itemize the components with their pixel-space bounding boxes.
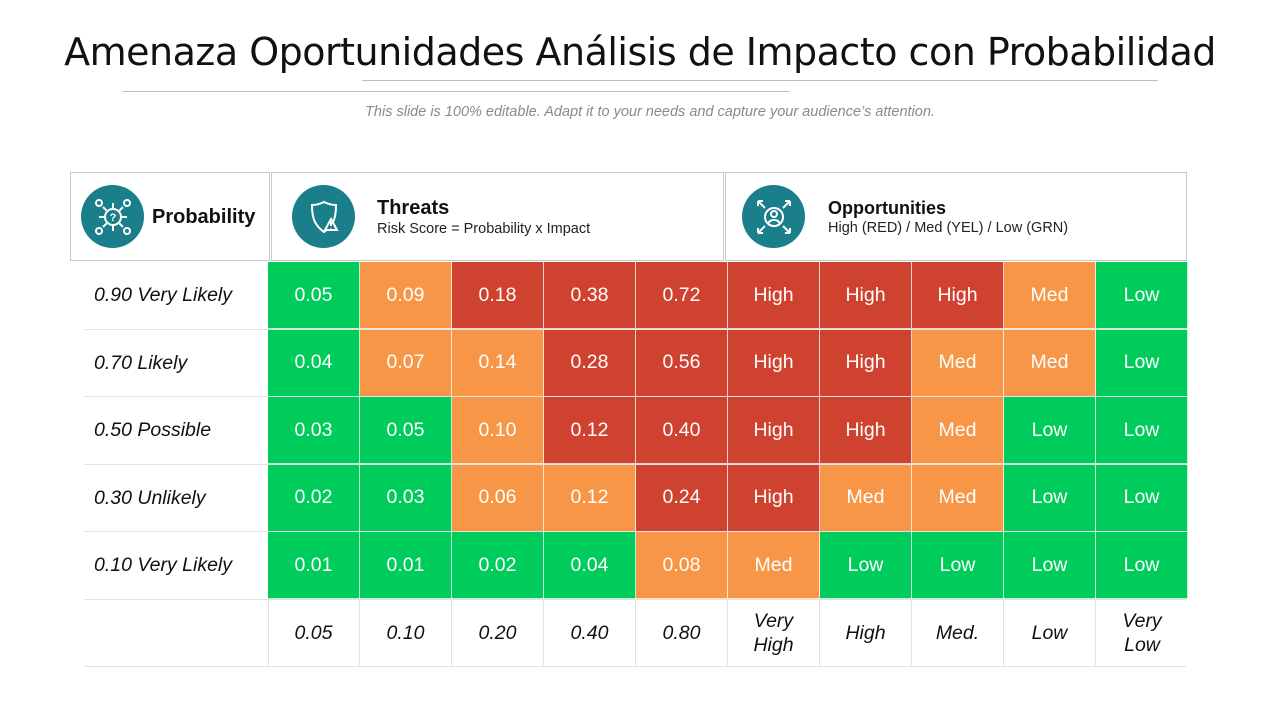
impact-label: Very Low: [1122, 609, 1162, 656]
matrix-cell-orange: Med: [820, 464, 912, 532]
matrix-cell-red: 0.12: [544, 397, 636, 464]
opportunities-header: Opportunities High (RED) / Med (YEL) / L…: [725, 172, 1187, 261]
matrix-cell-green: 0.02: [268, 464, 360, 532]
matrix-row: 0.30 Unlikely 0.02 0.03 0.06 0.12 0.24 High Med…: [84, 464, 1188, 532]
matrix-cell-red: High: [728, 329, 820, 397]
opportunities-header-title: Opportunities: [828, 198, 946, 218]
probability-label: 0.50 Possible: [94, 419, 212, 441]
gear-question-icon: ?: [81, 185, 144, 248]
impact-label: 0.40: [544, 599, 636, 667]
row-divider: [84, 328, 1186, 330]
matrix-row: 0.70 Likely 0.04 0.07 0.14 0.28 0.56 High High M…: [84, 329, 1188, 397]
probability-label: 0.70 Likely: [94, 351, 188, 374]
matrix-cell-orange: 0.14: [452, 329, 544, 397]
page-title: Amenaza Oportunidades Análisis de Impact…: [64, 30, 1216, 74]
impact-label: 0.80: [636, 599, 728, 667]
matrix-cell-red: High: [820, 262, 912, 329]
matrix-cell-orange: Med: [1004, 329, 1096, 397]
matrix-cell-green: Low: [1004, 397, 1096, 464]
matrix-cell-green: Low: [1004, 532, 1096, 599]
matrix-cell-red: 0.38: [544, 262, 636, 329]
svg-text:?: ?: [109, 212, 116, 224]
matrix-row: 0.90 Very Likely 0.05 0.09 0.18 0.38 0.72 High…: [84, 262, 1188, 329]
opportunities-header-subtitle: High (RED) / Med (YEL) / Low (GRN): [828, 220, 1069, 236]
impact-label: Very High: [728, 599, 820, 667]
matrix-cell-green: Low: [1096, 262, 1188, 329]
matrix-cell-orange: 0.08: [636, 532, 728, 599]
matrix-cell-red: High: [820, 397, 912, 464]
matrix-cell-green: 0.05: [268, 262, 360, 329]
matrix-cell-green: 0.02: [452, 532, 544, 599]
matrix-cell-red: 0.24: [636, 464, 728, 532]
matrix-cell-green: 0.05: [360, 397, 452, 464]
matrix-cell-green: Low: [1096, 397, 1188, 464]
impact-row-divider: [268, 599, 269, 667]
matrix-cell-green: Low: [912, 532, 1004, 599]
matrix-cell-orange: Med: [912, 397, 1004, 464]
matrix-cell-red: High: [728, 262, 820, 329]
matrix-cell-red: High: [912, 262, 1004, 329]
title-divider-top: [362, 80, 1158, 81]
matrix-cell-green: Low: [1004, 464, 1096, 532]
threats-header-title: Threats: [377, 197, 450, 219]
impact-label: Med.: [912, 599, 1004, 667]
probability-header: ? Probability: [70, 172, 270, 261]
row-divider: [84, 396, 1186, 397]
matrix-cell-green: 0.04: [544, 532, 636, 599]
matrix-cell-green: Low: [820, 532, 912, 599]
matrix-cell-orange: Med: [912, 464, 1004, 532]
impact-label: 0.20: [452, 599, 544, 667]
matrix-cell-red: 0.18: [452, 262, 544, 329]
matrix-cell-orange: 0.06: [452, 464, 544, 532]
matrix-cell-red: 0.72: [636, 262, 728, 329]
row-divider: [84, 666, 1186, 667]
matrix-cell-green: 0.03: [268, 397, 360, 464]
matrix-cell-green: 0.01: [360, 532, 452, 599]
matrix-cell-orange: 0.10: [452, 397, 544, 464]
matrix-cell-red: 0.56: [636, 329, 728, 397]
matrix-cell-orange: Med: [728, 532, 820, 599]
matrix-cell-orange: Med: [912, 329, 1004, 397]
probability-header-title: Probability: [152, 206, 256, 228]
matrix-cell-orange: 0.12: [544, 464, 636, 532]
threats-header: Threats Risk Score = Probability x Impac…: [271, 172, 724, 261]
row-divider: [84, 463, 1186, 465]
matrix-cell-red: 0.28: [544, 329, 636, 397]
impact-label: 0.05: [268, 599, 360, 667]
matrix-cell-orange: 0.07: [360, 329, 452, 397]
probability-label: 0.90 Very Likely: [94, 284, 233, 306]
matrix-cell-red: High: [728, 397, 820, 464]
probability-label: 0.30 Unlikely: [94, 486, 206, 509]
matrix-cell-green: Low: [1096, 464, 1188, 532]
matrix-cell-orange: Med: [1004, 262, 1096, 329]
impact-label-row: 0.05 0.10 0.20 0.40 0.80 Very High High Med. Low V…: [84, 599, 1186, 667]
matrix-cell-red: 0.40: [636, 397, 728, 464]
matrix-row: 0.50 Possible 0.03 0.05 0.10 0.12 0.40 High Hig…: [84, 397, 1188, 464]
matrix-cell-green: Low: [1096, 329, 1188, 397]
row-divider: [84, 531, 1186, 532]
impact-label: 0.10: [360, 599, 452, 667]
shield-warning-icon: [292, 185, 355, 248]
matrix-cell-red: High: [728, 464, 820, 532]
matrix-cell-orange: 0.09: [360, 262, 452, 329]
probability-label: 0.10 Very Likely: [94, 554, 233, 576]
matrix-cell-red: High: [820, 329, 912, 397]
matrix-row: 0.10 Very Likely 0.01 0.01 0.02 0.04 0.08 Med L…: [84, 532, 1188, 599]
impact-label: High: [820, 599, 912, 667]
impact-label: Low: [1004, 599, 1096, 667]
row-divider: [84, 598, 1186, 600]
person-arrows-icon: [742, 185, 805, 248]
title-divider-bottom: [122, 91, 790, 92]
matrix-cell-green: 0.01: [268, 532, 360, 599]
matrix-cell-green: Low: [1096, 532, 1188, 599]
matrix-cell-green: 0.04: [268, 329, 360, 397]
page-subtitle: This slide is 100% editable. Adapt it to…: [365, 104, 935, 120]
threats-header-subtitle: Risk Score = Probability x Impact: [377, 221, 591, 237]
matrix-cell-green: 0.03: [360, 464, 452, 532]
